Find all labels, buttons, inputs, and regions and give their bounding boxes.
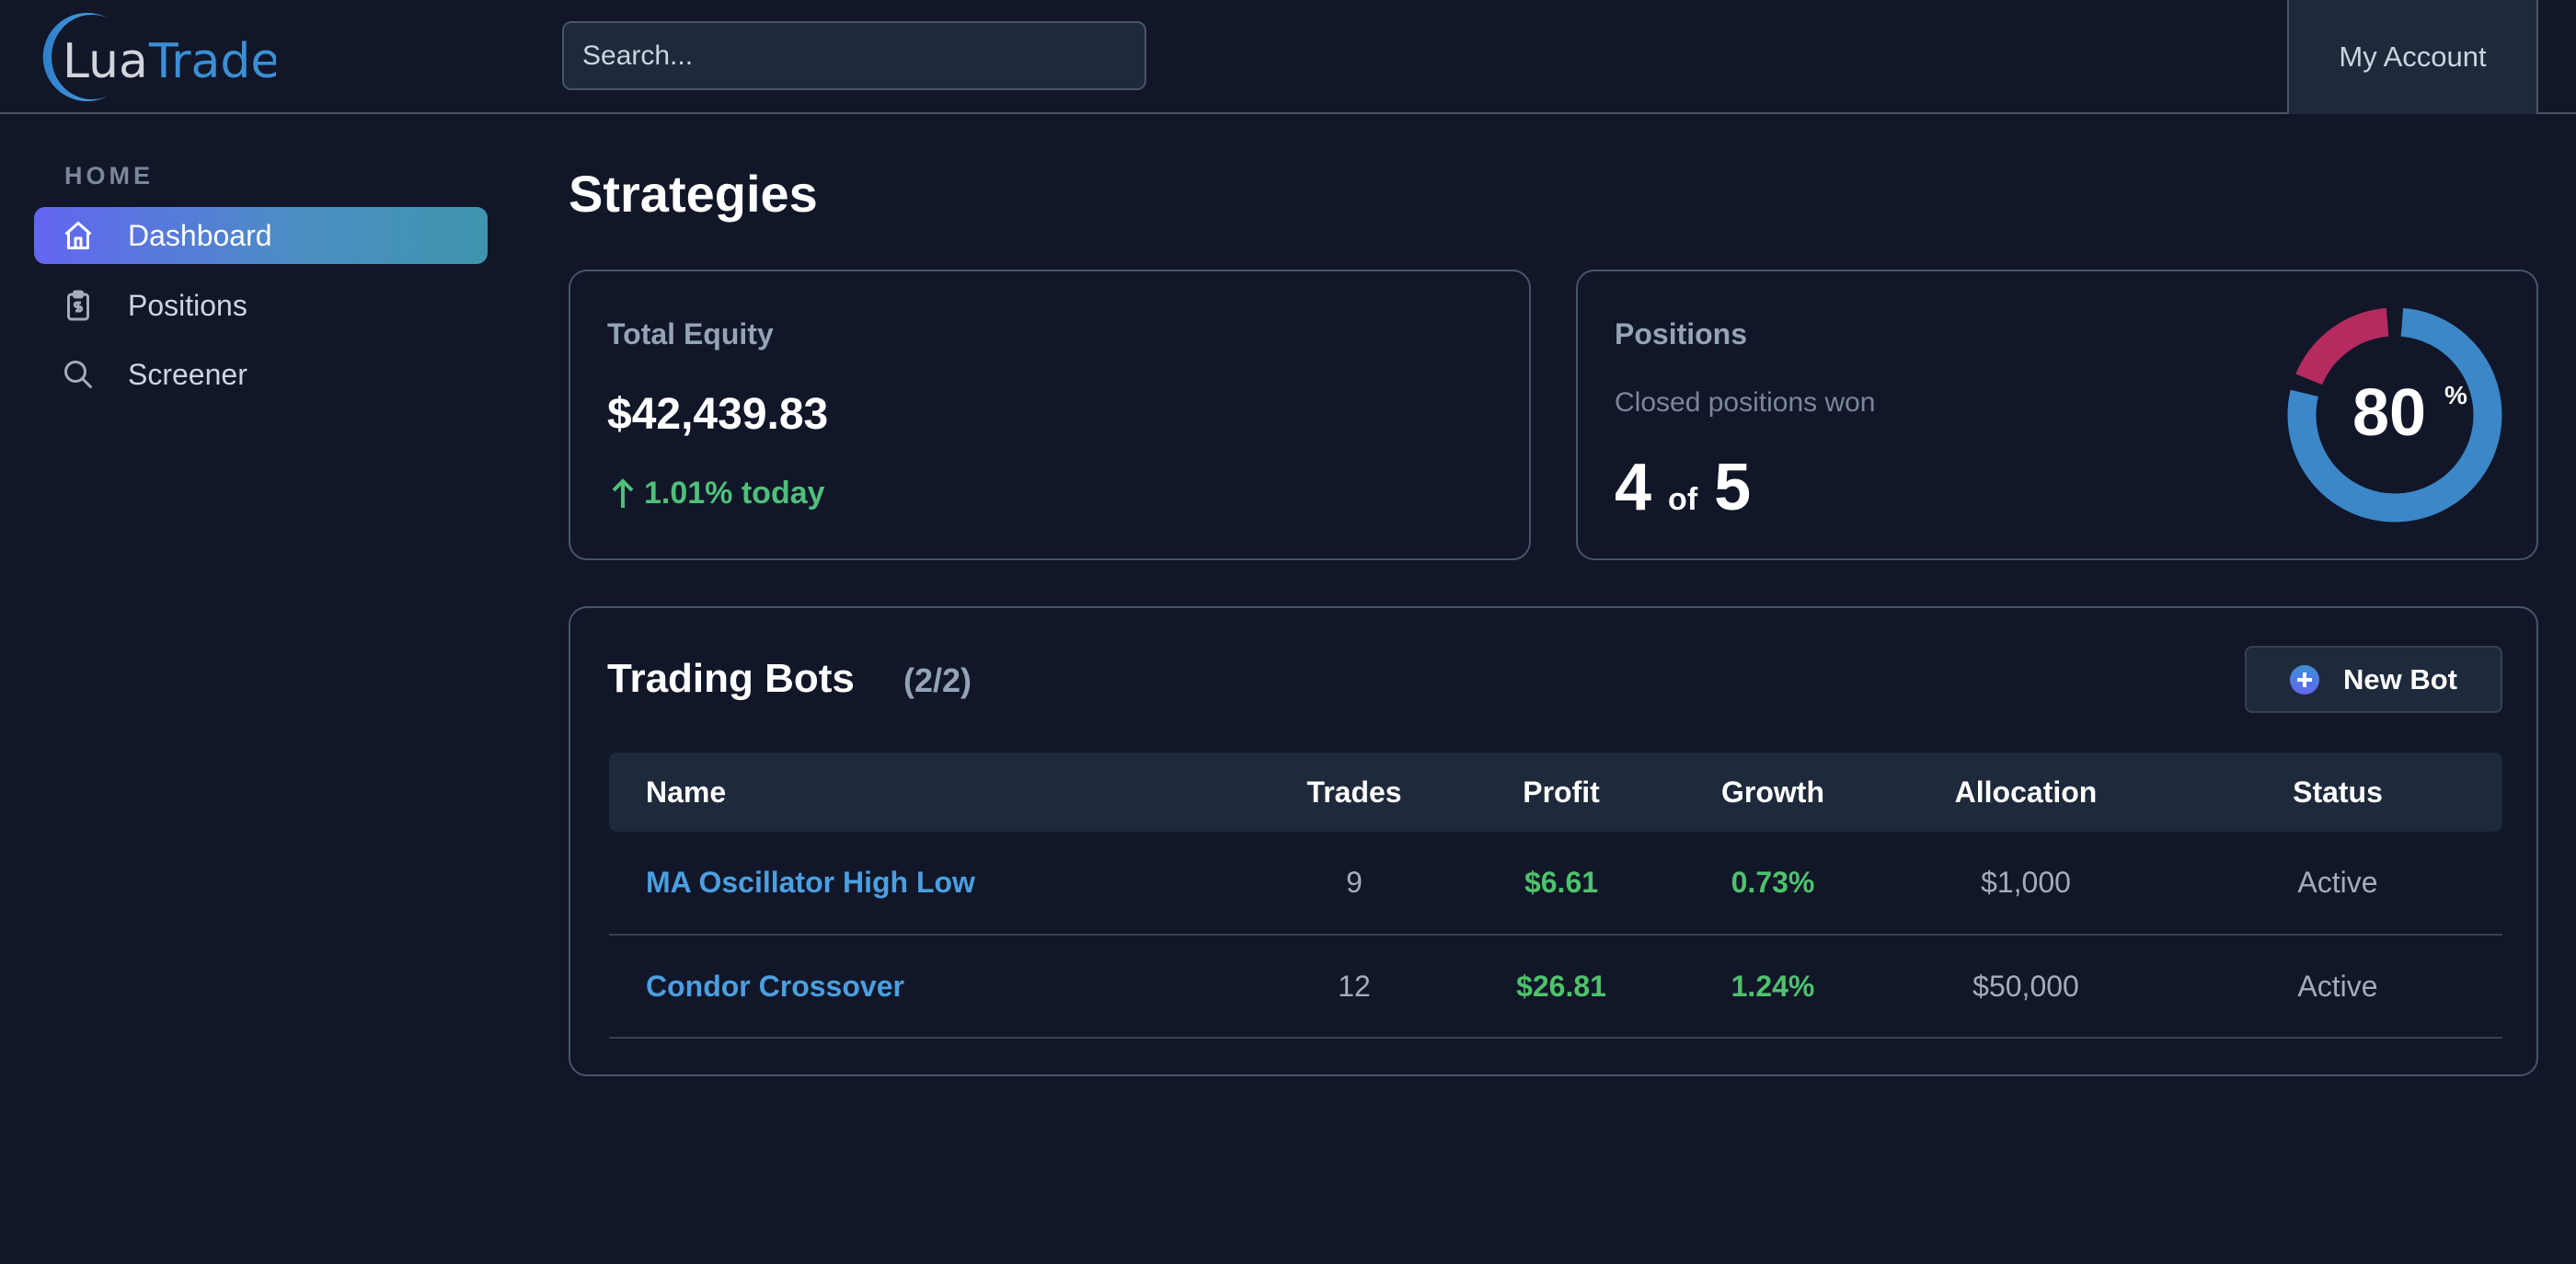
trades-cell: 12	[1253, 935, 1455, 1039]
column-header-status[interactable]: Status	[2293, 775, 2383, 809]
logo-crescent-icon: Lua Trade	[42, 13, 280, 102]
column-header-name[interactable]: Name	[646, 775, 727, 809]
total-count: 5	[1714, 451, 1752, 524]
new-bot-label: New Bot	[2343, 662, 2457, 695]
sidebar-item-label: Positions	[128, 288, 247, 322]
new-bot-button[interactable]: New Bot	[2245, 646, 2502, 713]
positions-card: Positions Closed positions won 4 of 5 80…	[1576, 270, 2538, 560]
equity-value: $42,439.83	[607, 390, 829, 439]
trading-bots-card: Trading Bots (2/2) New Bot Name Trades Pro…	[569, 606, 2538, 1076]
table-row[interactable]: Condor Crossover 12 $26.81 1.24% $50,000 Acti…	[609, 935, 2502, 1039]
search-icon	[64, 361, 92, 388]
home-icon	[64, 222, 92, 249]
won-count: 4	[1615, 451, 1652, 524]
growth-cell: 1.24%	[1667, 935, 1879, 1039]
profit-cell: $26.81	[1455, 935, 1667, 1039]
equity-change: 1.01% today	[644, 476, 825, 511]
sidebar-item-screener[interactable]: Screener	[34, 346, 488, 403]
logo[interactable]: Lua Trade	[37, 11, 280, 103]
win-rate-donut: 80 %	[2287, 307, 2502, 523]
my-account-button[interactable]: My Account	[2287, 0, 2538, 114]
plus-circle-icon	[2290, 664, 2319, 695]
of-text: of	[1668, 482, 1698, 517]
positions-label: Positions	[1615, 317, 1748, 350]
total-equity-card: Total Equity $42,439.83 1.01% today	[569, 270, 1531, 560]
sidebar-section-label: HOME	[64, 162, 154, 190]
svg-text:Trade: Trade	[148, 34, 276, 89]
allocation-cell: $1,000	[1879, 832, 2173, 936]
sidebar-item-label: Screener	[128, 357, 247, 391]
column-header-profit[interactable]: Profit	[1523, 775, 1600, 809]
top-bar	[0, 0, 2576, 114]
sidebar-item-positions[interactable]: Positions	[34, 277, 488, 334]
allocation-cell: $50,000	[1879, 935, 2173, 1039]
sidebar-item-dashboard[interactable]: Dashboard	[34, 207, 488, 264]
donut-percent-sign: %	[2444, 381, 2467, 409]
bots-title: Trading Bots	[607, 656, 855, 701]
sidebar-item-label: Dashboard	[128, 218, 272, 252]
donut-percent: 80	[2352, 376, 2426, 450]
bot-name-link[interactable]: MA Oscillator High Low	[609, 832, 1253, 936]
donut-lost-segment	[2295, 307, 2389, 385]
bots-table: Name Trades Profit Growth Allocation Status M…	[609, 753, 2502, 1039]
bots-count: (2/2)	[903, 661, 972, 699]
equity-label: Total Equity	[607, 317, 774, 350]
positions-sublabel: Closed positions won	[1615, 387, 1876, 418]
trades-cell: 9	[1253, 832, 1455, 936]
status-cell: Active	[2173, 832, 2502, 936]
table-header-row: Name Trades Profit Growth Allocation Status	[609, 753, 2502, 832]
table-row[interactable]: MA Oscillator High Low 9 $6.61 0.73% $1,000 A…	[609, 832, 2502, 936]
page-title: Strategies	[569, 165, 818, 223]
search-input[interactable]	[562, 21, 1146, 90]
column-header-growth[interactable]: Growth	[1721, 775, 1824, 809]
donut-won-segment	[2287, 307, 2502, 523]
profit-cell: $6.61	[1455, 832, 1667, 936]
clipboard-dollar-icon	[67, 290, 89, 321]
growth-cell: 0.73%	[1667, 832, 1879, 936]
bot-name-link[interactable]: Condor Crossover	[609, 935, 1253, 1039]
status-cell: Active	[2173, 935, 2502, 1039]
column-header-allocation[interactable]: Allocation	[1954, 775, 2098, 809]
column-header-trades[interactable]: Trades	[1306, 775, 1402, 809]
svg-text:Lua: Lua	[63, 34, 148, 89]
arrow-up-icon	[612, 477, 634, 508]
